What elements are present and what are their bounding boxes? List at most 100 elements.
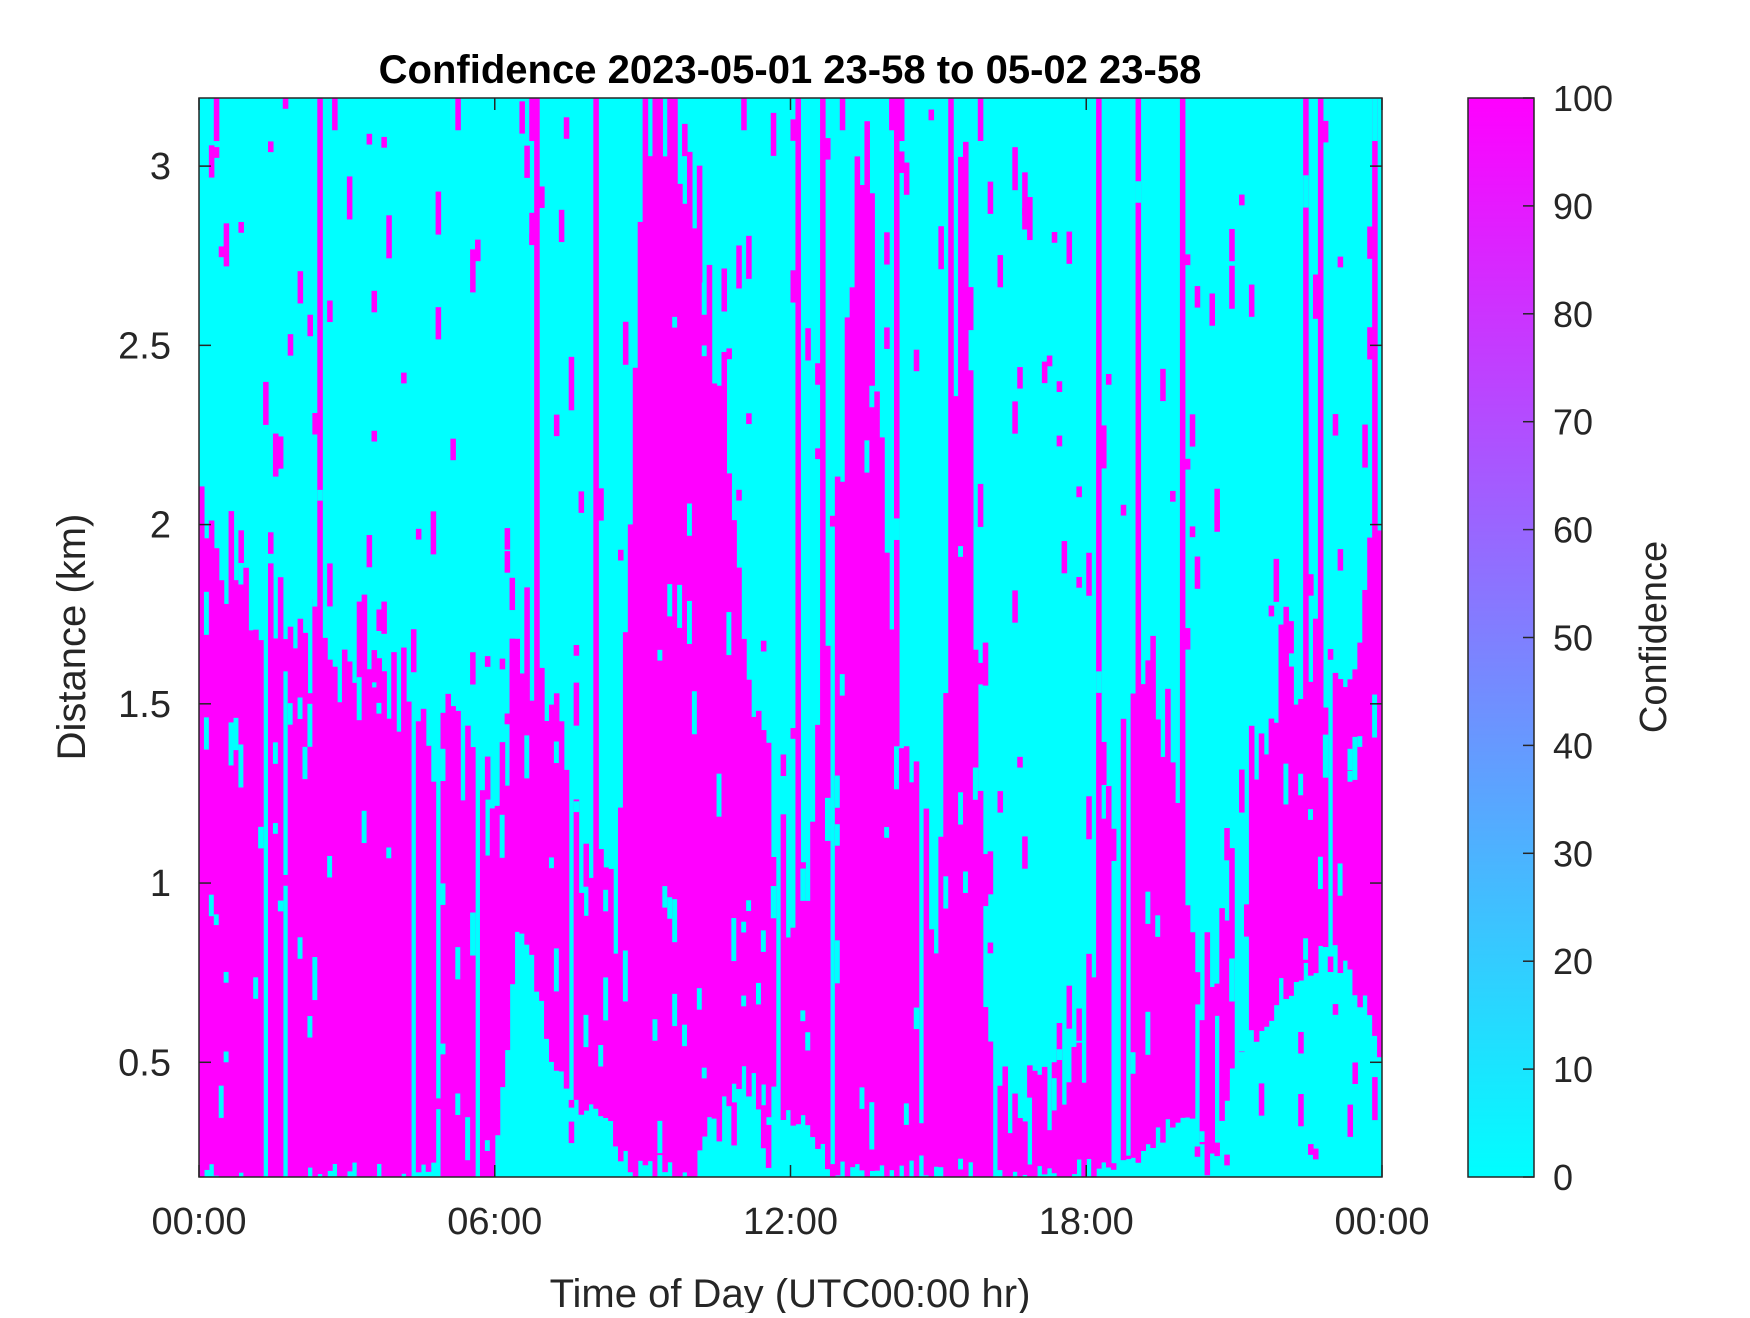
heatmap-cell <box>1071 1046 1077 1175</box>
colorbar-tick-label: 80 <box>1553 294 1593 335</box>
heatmap-cell <box>908 782 915 1161</box>
heatmap-cell <box>213 98 220 142</box>
heatmap-cell <box>371 687 378 1177</box>
heatmap-cell <box>1263 754 1270 1027</box>
heatmap-cell <box>1372 98 1378 142</box>
heatmap-cell <box>568 356 575 379</box>
heatmap-cell <box>514 638 520 929</box>
heatmap-cell <box>361 594 368 1177</box>
heatmap-cell <box>1101 818 1107 1163</box>
heatmap-cell <box>746 235 752 279</box>
heatmap-cell <box>736 245 742 289</box>
heatmap-cell <box>268 532 274 554</box>
heatmap-cell <box>292 648 299 1177</box>
heatmap-cell <box>297 271 304 304</box>
heatmap-cell <box>928 929 935 1177</box>
y-tick-label: 1 <box>150 863 171 905</box>
heatmap-cell <box>440 748 447 782</box>
heatmap-cell <box>746 413 752 425</box>
heatmap-cell <box>568 378 575 411</box>
heatmap-cell <box>1224 1057 1230 1101</box>
heatmap-cell <box>657 1120 663 1154</box>
heatmap-cell <box>1283 772 1289 805</box>
colorbar-tick-label: 10 <box>1553 1049 1593 1090</box>
heatmap-cell <box>997 1085 1004 1171</box>
heatmap-cell <box>1229 958 1235 1002</box>
heatmap-cell <box>465 1117 471 1161</box>
heatmap-cell <box>553 414 560 437</box>
heatmap-cell <box>642 98 649 1166</box>
heatmap-cell <box>834 775 841 808</box>
heatmap-cell <box>208 520 215 1165</box>
heatmap-cell <box>1110 828 1117 862</box>
heatmap-cell <box>1308 1144 1314 1155</box>
heatmap-cell <box>1032 1070 1038 1177</box>
heatmap-cell <box>1288 621 1294 654</box>
heatmap-cell <box>726 473 732 1107</box>
colorbar-tick-label: 60 <box>1553 510 1593 551</box>
heatmap-cell <box>943 876 949 909</box>
heatmap-cell <box>568 1121 575 1144</box>
heatmap-cell <box>366 133 373 145</box>
heatmap-cell <box>430 781 437 1163</box>
heatmap-cell <box>756 982 762 1005</box>
heatmap-cell <box>450 438 456 461</box>
heatmap-cell <box>519 673 525 934</box>
heatmap-cell <box>1199 1131 1206 1142</box>
heatmap-cell <box>963 871 969 893</box>
heatmap-cell <box>825 797 831 841</box>
heatmap-cell <box>918 1123 925 1156</box>
heatmap-cell <box>859 185 866 1171</box>
heatmap-cell <box>716 385 723 1113</box>
heatmap-cell <box>790 270 797 303</box>
heatmap-cell <box>583 843 589 887</box>
y-tick-label: 3 <box>150 146 171 188</box>
heatmap-cell <box>1061 1104 1068 1177</box>
heatmap-cell <box>1372 694 1378 738</box>
heatmap-cell <box>790 927 797 1126</box>
heatmap-cell <box>1248 284 1255 317</box>
heatmap-cell <box>1357 736 1363 747</box>
heatmap-cell <box>401 372 407 384</box>
heatmap-cell <box>341 649 348 1177</box>
heatmap-cell <box>1170 762 1176 1128</box>
heatmap-cell <box>1298 1031 1304 1054</box>
heatmap-cell <box>637 221 644 1161</box>
heatmap-cell <box>1076 486 1082 498</box>
heatmap-cell <box>1120 504 1127 516</box>
heatmap-cell <box>455 710 461 1177</box>
heatmap-cell <box>657 1155 663 1177</box>
heatmap-cell <box>1327 649 1334 660</box>
heatmap-cell <box>1135 98 1142 1163</box>
heatmap-cell <box>598 1045 604 1067</box>
heatmap-cell <box>213 914 220 926</box>
heatmap-cell <box>686 503 693 536</box>
heatmap-cell <box>1125 1155 1132 1160</box>
heatmap-cell <box>558 721 565 1072</box>
heatmap-cell <box>1298 699 1304 981</box>
heatmap-cell <box>1194 1146 1201 1157</box>
x-axis: 00:00 06:00 12:00 18:00 00:00 <box>151 98 1430 1243</box>
heatmap-cell <box>987 1041 994 1177</box>
heatmap-cell <box>1214 511 1220 523</box>
heatmap-cell <box>1332 1004 1339 1015</box>
heatmap-cell <box>386 847 392 859</box>
heatmap-cell <box>258 826 264 849</box>
heatmap-cell <box>1239 194 1245 206</box>
heatmap-cell <box>741 98 747 131</box>
heatmap-cell <box>977 790 984 1177</box>
heatmap-cell <box>484 855 491 1177</box>
heatmap-cell <box>1184 905 1191 1118</box>
heatmap-cell <box>1017 1118 1023 1177</box>
x-tick-label: 06:00 <box>447 1201 542 1243</box>
y-tick-label: 2.5 <box>118 325 171 367</box>
heatmap-cell <box>677 183 683 1177</box>
heatmap-cell <box>307 703 313 747</box>
heatmap-cell <box>381 136 387 148</box>
heatmap-cell <box>504 551 511 573</box>
heatmap-cell <box>317 98 323 1175</box>
heatmap-cell <box>317 489 323 501</box>
colorbar-tick-label: 90 <box>1553 186 1593 227</box>
heatmap-cell <box>1209 293 1216 326</box>
heatmap-cell <box>741 995 747 1007</box>
